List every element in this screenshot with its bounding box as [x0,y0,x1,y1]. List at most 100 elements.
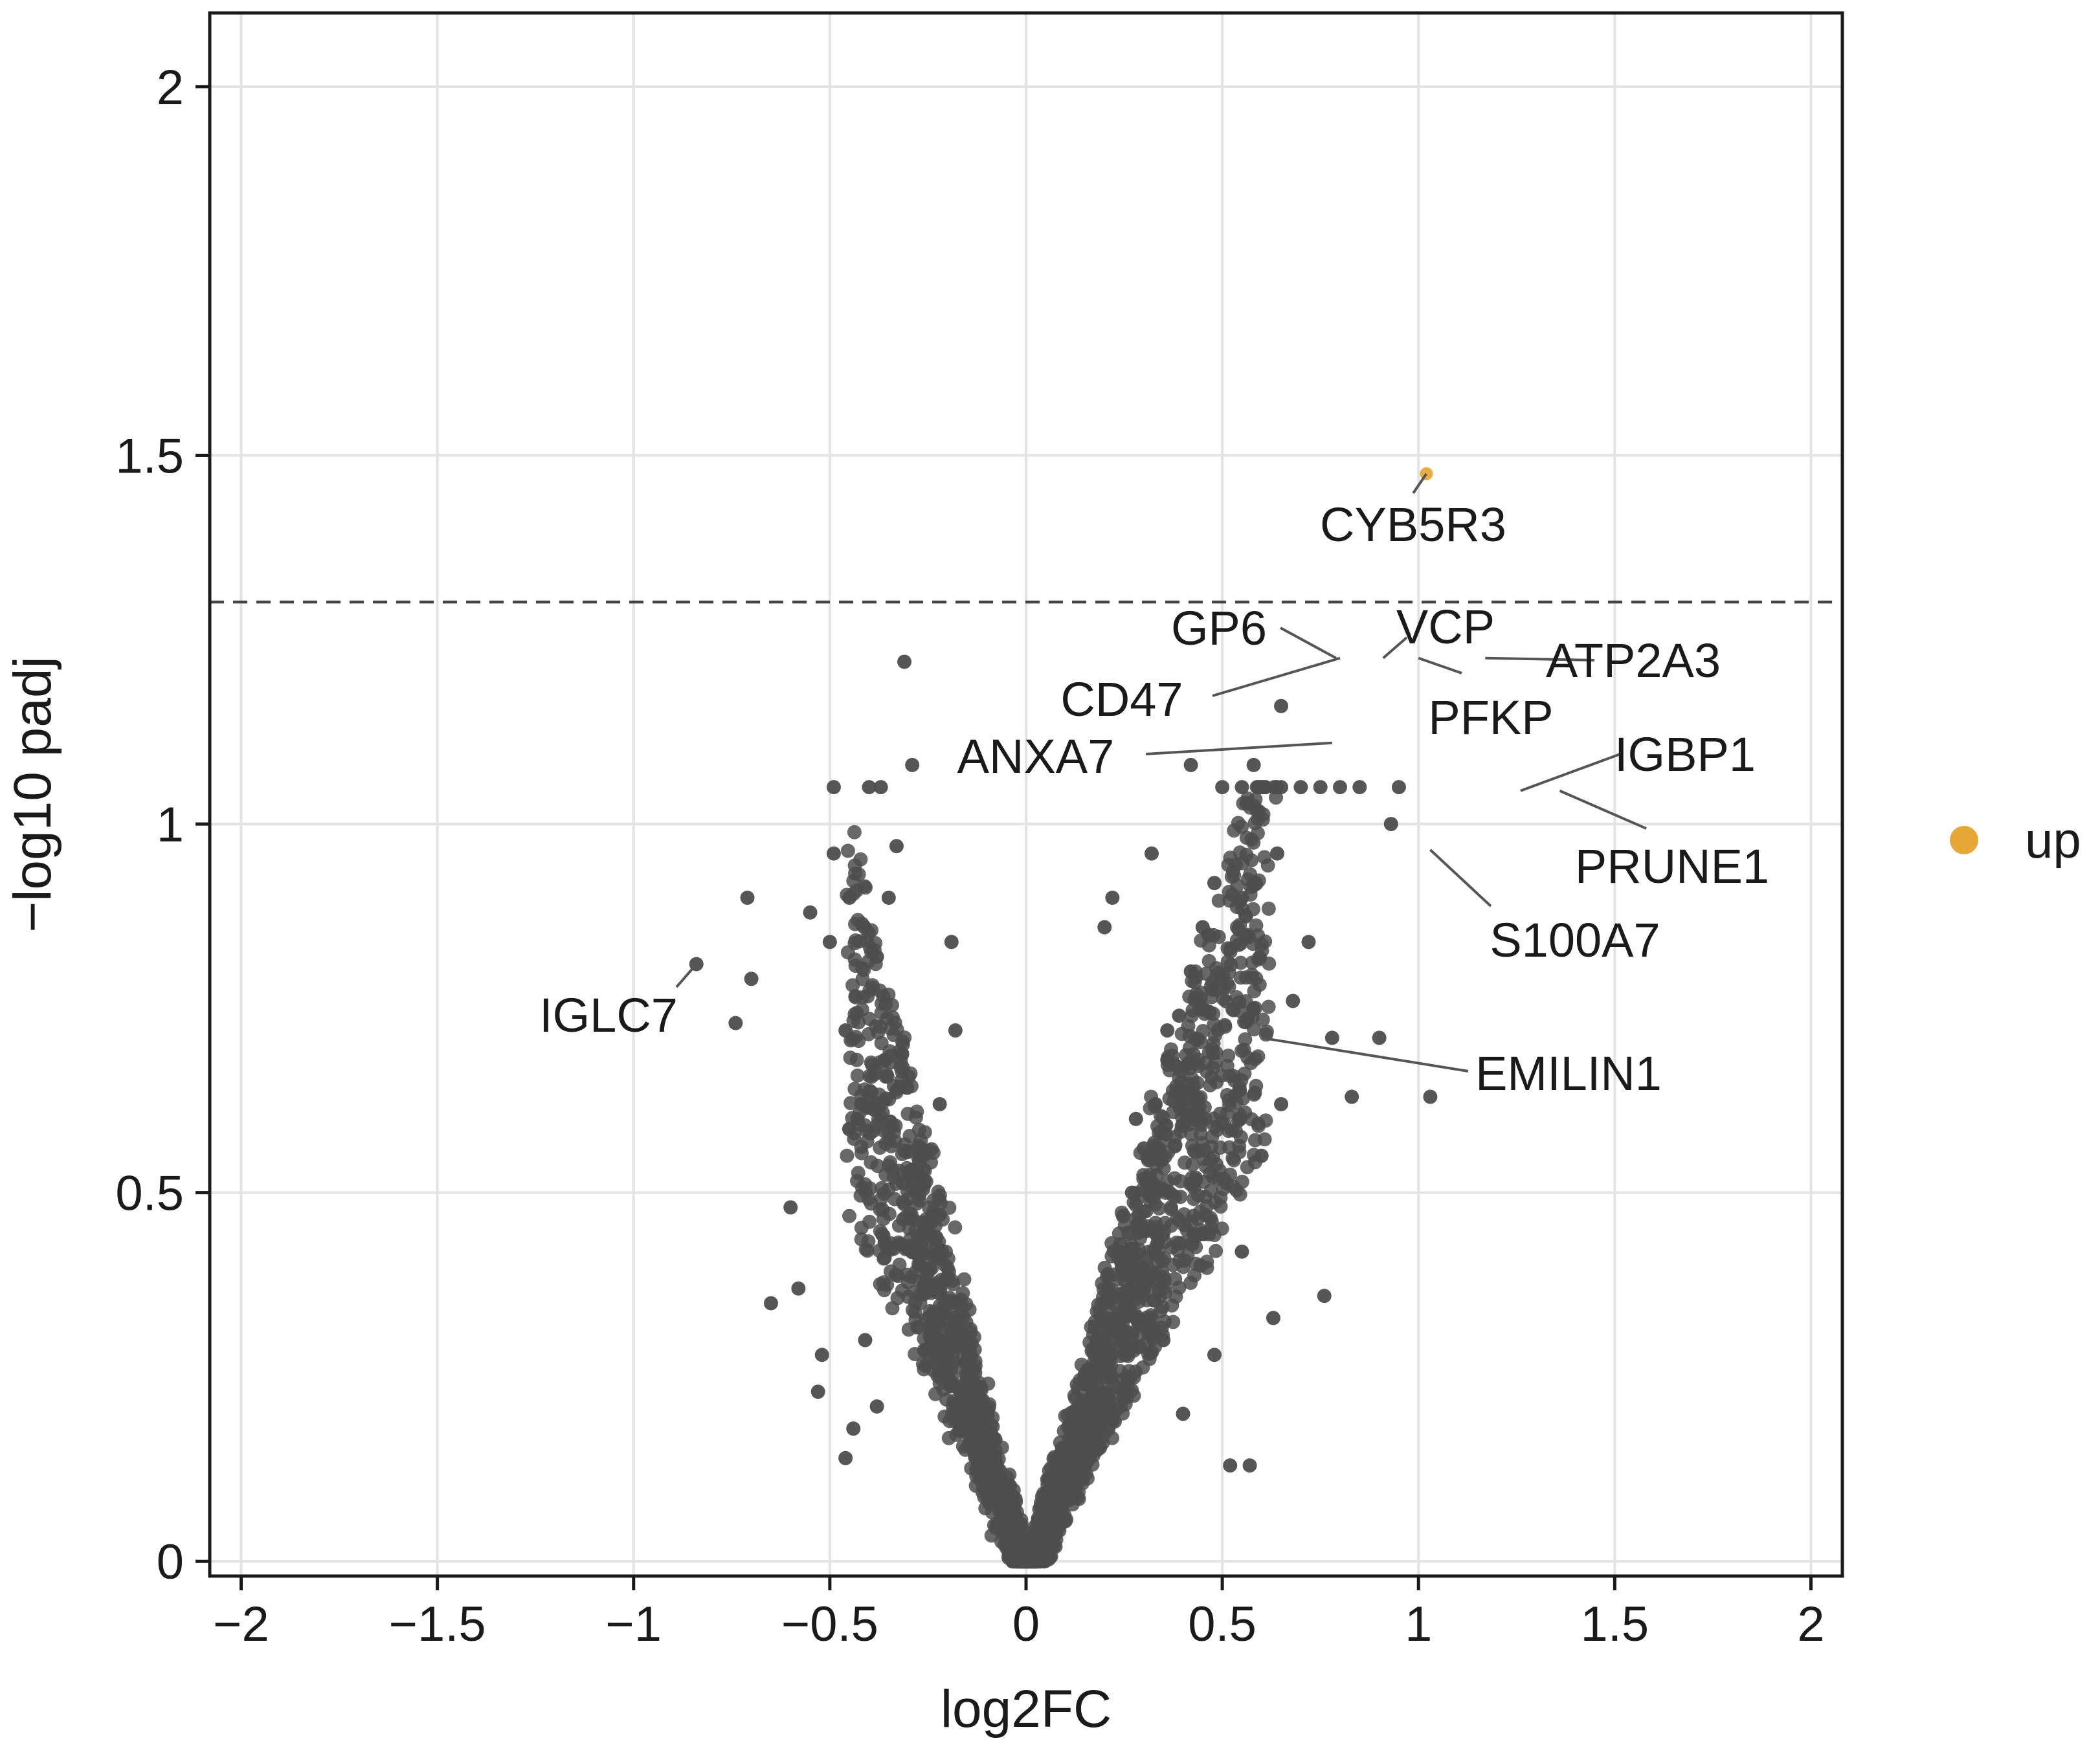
bg-point [886,1010,900,1025]
bg-point [1204,1139,1219,1154]
bg-point [911,1319,926,1334]
x-tick-label-2: −1 [605,1597,662,1652]
bg-point [901,1289,916,1304]
point-16 [897,654,912,669]
bg-point [1189,1032,1204,1047]
point-41 [838,1450,853,1465]
bg-point [855,990,870,1005]
point-19 [842,890,857,905]
bg-point [1064,1405,1079,1420]
point-18 [869,950,884,964]
point-89 [1128,1111,1143,1126]
point-12 [862,780,877,795]
bg-point [1229,1124,1244,1139]
gene-label-connectors [675,472,1647,1072]
point-94 [1234,1244,1249,1259]
x-tick-label-0: −2 [213,1597,269,1652]
bg-point [1227,1153,1242,1168]
y-axis: 0 0.5 1 1.5 2 [115,60,210,1590]
bg-point [876,1275,891,1290]
bg-point [1239,830,1254,845]
gene-label-prune1: PRUNE1 [1575,839,1769,893]
x-tick-label-6: 1 [1405,1597,1432,1652]
point-98 [1301,935,1316,950]
point-82 [1352,780,1367,795]
point-54 [999,1517,1014,1532]
bg-point [1209,983,1224,997]
bg-point [843,1096,858,1111]
bg-point [1099,1375,1114,1390]
bg-point [892,1044,907,1059]
bg-point [1121,1298,1135,1313]
bg-point [1218,1019,1233,1034]
bg-point [1212,1106,1227,1121]
bg-point [874,1036,889,1050]
bg-point [1059,1512,1074,1527]
bg-point [941,1430,956,1445]
bg-point [1168,1138,1183,1153]
bg-point [1249,803,1264,818]
bg-point [929,1285,944,1300]
point-53 [991,1495,1006,1510]
bg-point [842,1208,857,1223]
bg-point [868,936,883,951]
bg-point [1075,1410,1089,1425]
point-77 [1254,780,1269,795]
point-22 [913,1148,928,1163]
y-tick-label-3: 1.5 [115,428,184,483]
bg-point [939,1392,954,1407]
point-4 [783,1200,798,1215]
point-61 [1054,1458,1069,1473]
bg-point [1088,1320,1102,1335]
bg-point [885,997,900,1012]
point-79 [1293,780,1308,795]
point-7 [810,1384,825,1399]
bg-point [889,1022,904,1037]
bg-point [931,1184,946,1199]
point-55 [1007,1532,1022,1547]
point-8 [803,905,818,920]
bg-point [1220,976,1234,991]
bg-point [1115,1316,1130,1331]
bg-point [1104,1358,1119,1373]
point-37 [1266,1311,1280,1326]
point-66 [1113,1237,1128,1252]
gene-label-igbp1: IGBP1 [1614,728,1756,781]
bg-point [879,1067,894,1082]
point-48 [952,1333,966,1348]
bg-point [1190,1091,1205,1106]
connector-igbp1 [1520,753,1621,792]
point-87 [1097,920,1112,935]
point-20 [850,1111,865,1126]
point-95 [1254,1148,1269,1163]
bg-point [900,1145,915,1160]
bg-point [1205,1041,1220,1056]
bg-point [865,978,880,993]
bg-point [1225,1179,1240,1194]
gene-label-cd47: CD47 [1060,672,1183,726]
bg-point [922,1261,937,1276]
point-15 [905,757,920,772]
point-96 [1274,1096,1289,1111]
bg-point [1116,1208,1131,1223]
bg-point [1255,1012,1270,1027]
bg-point [883,1155,898,1170]
y-axis-title: −log10 padj [3,656,62,932]
bg-point [853,934,867,949]
bg-point [847,825,862,839]
point-97 [1286,994,1301,1008]
connector-vcp [1382,636,1408,660]
bg-point [958,1442,973,1457]
bg-point [908,1347,922,1362]
bg-point [898,1210,913,1225]
bg-point [1259,1024,1274,1039]
bg-point [1224,869,1239,884]
bg-point [1247,1085,1262,1100]
bg-point [1233,970,1248,985]
connector-gp6 [1280,627,1337,660]
bg-point [861,1234,876,1249]
connector-pfkp [1418,656,1462,674]
bg-point [1117,1348,1132,1362]
y-tick-label-1: 0.5 [115,1166,184,1221]
bg-point [874,1192,889,1206]
